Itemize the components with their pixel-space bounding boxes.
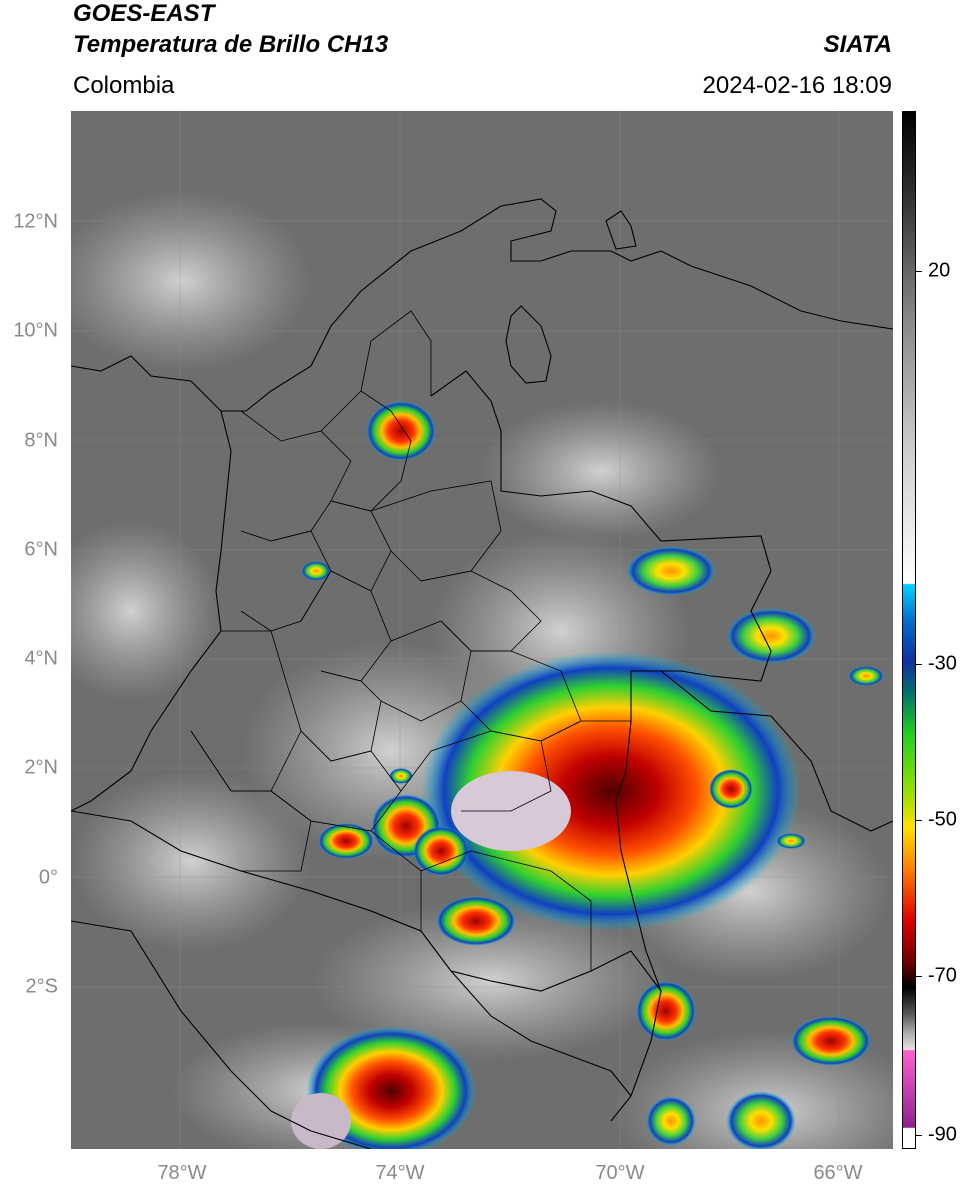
latitude-label: 12°N: [13, 210, 58, 233]
colorbar-tick: [916, 976, 922, 977]
storm-cell-small-3: [776, 833, 806, 849]
colorbar-tick: [916, 271, 922, 272]
colorbar-tick-label: 20: [928, 259, 951, 282]
organization-label: SIATA: [823, 31, 892, 58]
datetime-label: 2024-02-16 18:09: [702, 72, 893, 99]
departments: [180, 310, 631, 992]
lake-maracaibo: [505, 305, 552, 384]
region-label: Colombia: [73, 72, 175, 99]
storm-cell-main: [421, 651, 801, 931]
storm-cell-southeast-4: [646, 1096, 696, 1146]
latitude-label: 2°S: [25, 975, 58, 998]
storm-cell-west-3: [318, 823, 374, 859]
title-satellite: GOES-EAST: [73, 0, 215, 27]
storm-cell-southeast-3: [726, 1091, 796, 1149]
satellite-map[interactable]: [71, 111, 893, 1149]
latitude-label: 6°N: [24, 538, 58, 561]
longitude-label: 70°W: [595, 1162, 645, 1184]
latitude-label: 4°N: [24, 647, 58, 670]
border-colombia-venezuela: [430, 370, 772, 721]
storm-cell-small-1: [301, 561, 331, 581]
storm-cell-far-east: [726, 608, 816, 664]
colorbar: [902, 111, 916, 1149]
storm-cell-small-2: [848, 666, 884, 686]
storm-cell-west-2: [413, 826, 469, 876]
storm-cell-southeast: [636, 981, 696, 1041]
storm-cell-small-4: [389, 768, 413, 784]
coastline-caribbean: [71, 198, 893, 412]
latitude-label: 10°N: [13, 319, 58, 342]
latitude-label: 2°N: [24, 756, 58, 779]
border-southern: [71, 920, 372, 1149]
border-venezuela-brazil: [660, 670, 893, 832]
colorbar-tick-label: -30: [928, 652, 957, 675]
longitude-label: 66°W: [813, 1162, 863, 1184]
guajira: [605, 210, 637, 250]
storm-core-southwest: [291, 1093, 351, 1149]
colorbar-tick-label: -70: [928, 964, 957, 987]
longitude-label: 74°W: [375, 1162, 425, 1184]
border-colombia-peru: [450, 970, 632, 1097]
title-product: Temperatura de Brillo CH13: [73, 31, 389, 58]
colorbar-tick: [916, 1135, 922, 1136]
storm-cell-north: [366, 401, 436, 461]
colorbar-tick-label: -50: [928, 808, 957, 831]
latitude-label: 0°: [38, 866, 58, 889]
longitude-label: 78°W: [157, 1162, 207, 1184]
storm-cell-south-1: [436, 896, 516, 946]
storm-cell-east: [626, 546, 716, 596]
colorbar-tick: [916, 820, 922, 821]
colorbar-tick: [916, 664, 922, 665]
border-colombia-brazil: [615, 720, 662, 992]
storm-cell-southeast-2: [791, 1016, 871, 1066]
latitude-label: 8°N: [24, 429, 58, 452]
colorbar-tick-label: -90: [928, 1123, 957, 1146]
storm-cell-east-2: [709, 769, 753, 809]
